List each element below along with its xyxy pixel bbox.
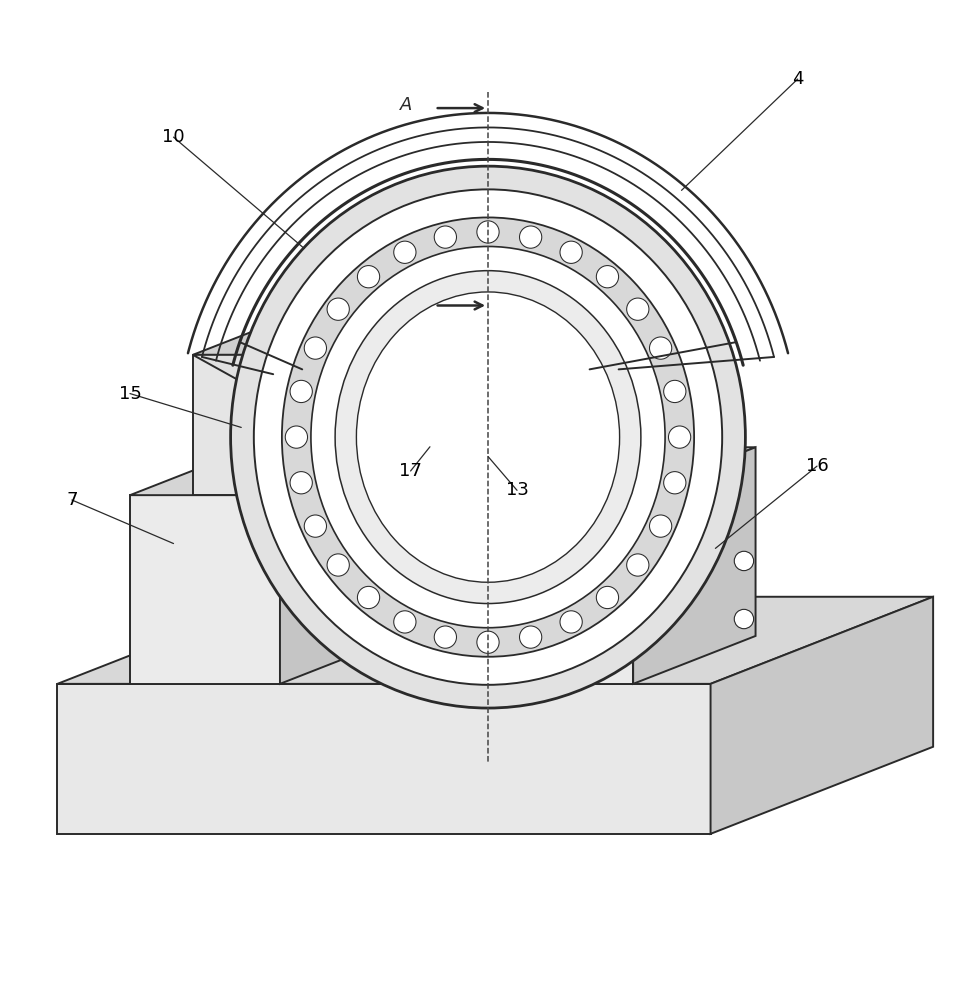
- Circle shape: [560, 241, 583, 263]
- Circle shape: [669, 426, 691, 448]
- Polygon shape: [607, 316, 708, 495]
- Circle shape: [290, 472, 312, 494]
- Polygon shape: [535, 316, 708, 355]
- Text: 15: 15: [118, 385, 142, 403]
- Polygon shape: [193, 355, 265, 495]
- Circle shape: [596, 586, 619, 609]
- Circle shape: [393, 241, 416, 263]
- Ellipse shape: [311, 246, 665, 628]
- Ellipse shape: [356, 292, 620, 582]
- Polygon shape: [280, 447, 402, 684]
- Circle shape: [519, 626, 542, 648]
- Polygon shape: [130, 447, 402, 495]
- Polygon shape: [711, 597, 933, 834]
- Text: 10: 10: [162, 128, 184, 146]
- Circle shape: [664, 380, 686, 403]
- Polygon shape: [265, 316, 396, 384]
- Ellipse shape: [254, 189, 722, 685]
- Text: 13: 13: [506, 481, 528, 499]
- Circle shape: [434, 626, 457, 648]
- Text: 17: 17: [399, 462, 422, 480]
- Ellipse shape: [230, 166, 746, 708]
- Circle shape: [434, 226, 457, 248]
- Circle shape: [649, 337, 671, 359]
- Circle shape: [649, 515, 671, 537]
- Circle shape: [285, 426, 307, 448]
- Polygon shape: [193, 316, 366, 355]
- Polygon shape: [535, 355, 607, 495]
- Circle shape: [305, 515, 327, 537]
- Polygon shape: [633, 447, 755, 684]
- Circle shape: [734, 609, 753, 629]
- Text: 4: 4: [792, 70, 803, 88]
- Polygon shape: [58, 684, 711, 834]
- Circle shape: [393, 611, 416, 633]
- Circle shape: [664, 472, 686, 494]
- Circle shape: [734, 551, 753, 571]
- Polygon shape: [58, 597, 933, 684]
- Circle shape: [627, 298, 649, 320]
- Circle shape: [477, 631, 499, 653]
- Circle shape: [477, 221, 499, 243]
- Circle shape: [519, 226, 542, 248]
- Polygon shape: [483, 495, 633, 684]
- Text: 16: 16: [805, 457, 829, 475]
- Text: A: A: [399, 294, 412, 312]
- Polygon shape: [193, 316, 366, 403]
- Circle shape: [327, 554, 349, 576]
- Circle shape: [357, 586, 380, 609]
- Circle shape: [560, 611, 583, 633]
- Ellipse shape: [282, 217, 694, 657]
- Circle shape: [627, 554, 649, 576]
- Ellipse shape: [335, 271, 641, 604]
- Circle shape: [290, 380, 312, 403]
- Text: A: A: [399, 96, 412, 114]
- Circle shape: [596, 266, 619, 288]
- Circle shape: [357, 266, 380, 288]
- Polygon shape: [535, 316, 708, 374]
- Polygon shape: [483, 447, 755, 495]
- Text: 7: 7: [66, 491, 78, 509]
- Circle shape: [305, 337, 327, 359]
- Polygon shape: [265, 316, 366, 495]
- Circle shape: [327, 298, 349, 320]
- Polygon shape: [130, 495, 280, 684]
- Polygon shape: [607, 316, 723, 355]
